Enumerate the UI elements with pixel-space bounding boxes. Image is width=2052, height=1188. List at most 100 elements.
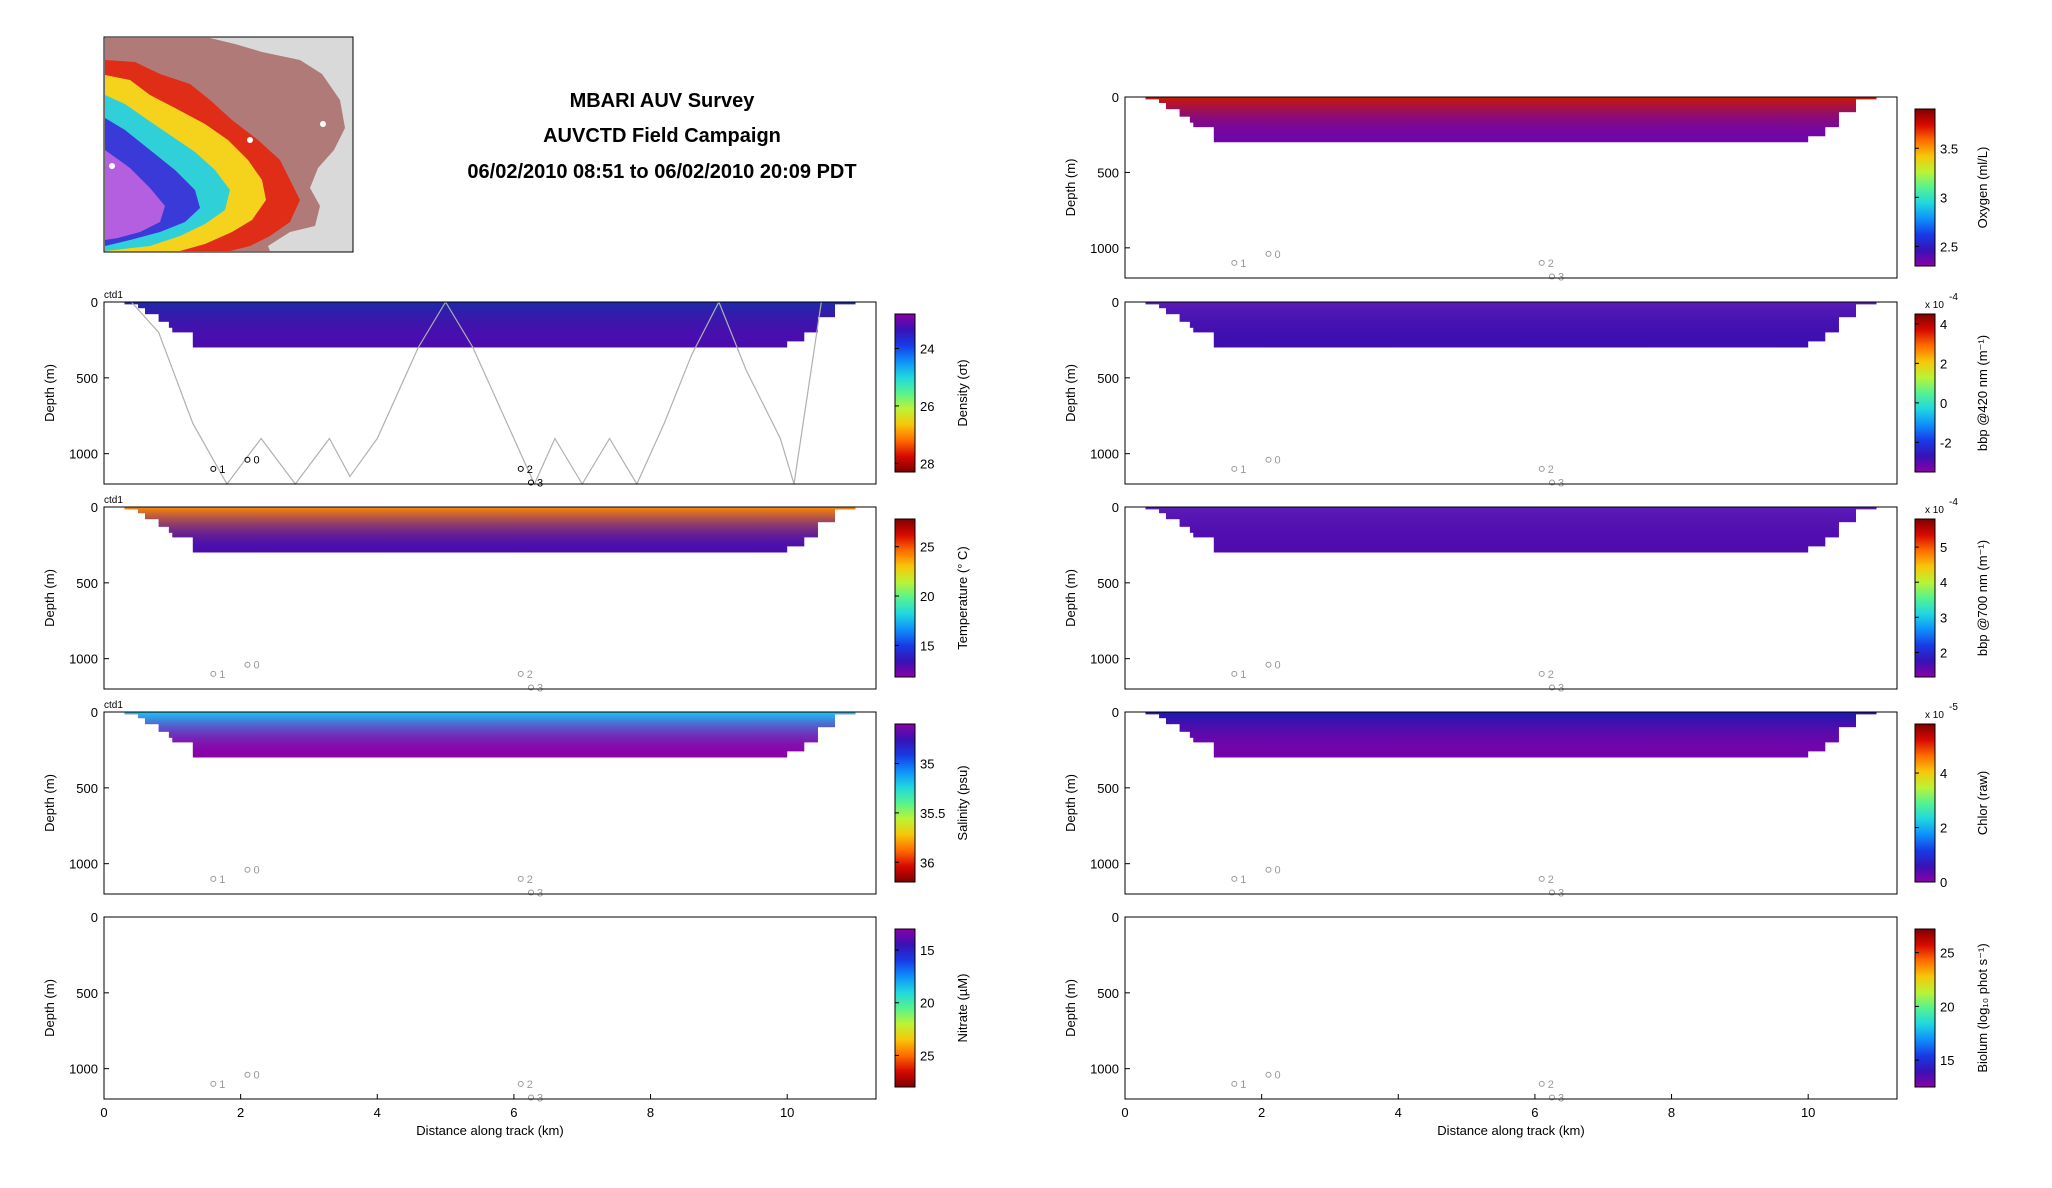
chlor-marker-1 (1231, 875, 1238, 882)
oxygen-ytick-label: 1000 (1090, 241, 1119, 256)
biolum-colorbar (1914, 928, 1936, 1088)
nitrate-xtick-label: 6 (510, 1105, 517, 1120)
bbp420-axes-frame (1124, 301, 1898, 485)
biolum-cbar-tick-label: 25 (1940, 946, 1954, 961)
chlor-colorbar (1914, 723, 1936, 883)
nitrate-marker-1 (210, 1080, 217, 1087)
oxygen-marker-label-1: 1 (1240, 258, 1246, 270)
temperature-marker-0 (244, 661, 251, 668)
density-marker-0 (244, 456, 251, 463)
bbp700-marker-label-2: 2 (1548, 669, 1554, 681)
nitrate-marker-0 (244, 1071, 251, 1078)
biolum-cbar-tick-label: 15 (1940, 1053, 1954, 1068)
bbp700-marker-label-1: 1 (1240, 669, 1246, 681)
biolum-xtick-label: 10 (1801, 1105, 1815, 1120)
bbp420-ytick-label: 500 (1097, 371, 1119, 386)
salinity-marker-0 (244, 866, 251, 873)
bbp700-cbar-exponent-power: -4 (1949, 497, 1958, 508)
salinity-section-gradient (121, 712, 856, 758)
bbp700-marker-3 (1548, 684, 1555, 691)
temperature-marker-2 (517, 670, 524, 677)
nitrate-xtick-label: 2 (237, 1105, 244, 1120)
chlor-cbar-exponent-power: -5 (1949, 702, 1958, 713)
bbp700-ytick-label: 1000 (1090, 652, 1119, 667)
bbp420-cbar-label: bbp @420 nm (m⁻¹) (1975, 335, 1990, 451)
chlor-marker-label-2: 2 (1548, 874, 1554, 886)
oxygen-axes-frame (1124, 96, 1898, 279)
bbp420-ylabel: Depth (m) (1063, 364, 1078, 422)
nitrate-ylabel: Depth (m) (42, 979, 57, 1037)
salinity-marker-label-2: 2 (527, 874, 533, 886)
title-line-1: MBARI AUV Survey (570, 90, 756, 112)
chlor-ytick-label: 500 (1097, 781, 1119, 796)
density-section-gradient (121, 302, 856, 348)
map-site-marker-west (109, 163, 115, 169)
nitrate-xtick-label: 10 (780, 1105, 794, 1120)
temperature-colorbar (894, 518, 916, 678)
nitrate-cbar-tick-label: 20 (920, 996, 934, 1011)
biolum-marker-label-0: 0 (1274, 1070, 1280, 1082)
density-cbar-label: Density (σt) (955, 359, 970, 426)
nitrate-axes-frame (103, 916, 877, 1100)
density-ytick-label: 1000 (69, 447, 98, 462)
nitrate-cbar-label: Nitrate (µM) (955, 974, 970, 1043)
density-panel-label: ctd1 (104, 290, 123, 301)
panel-density: 1 0 23 0 500 1000 Depth (m) ctd1 24 26 28 Density (… (42, 290, 970, 489)
bbp420-marker-0 (1265, 456, 1272, 463)
bbp700-cbar-tick-label: 5 (1940, 540, 1947, 555)
salinity-ytick-label: 0 (91, 705, 98, 720)
chlor-marker-label-0: 0 (1274, 865, 1280, 877)
nitrate-ytick-label: 0 (91, 910, 98, 925)
title-line-2: AUVCTD Field Campaign (543, 125, 781, 147)
salinity-ytick-label: 500 (76, 781, 98, 796)
oxygen-cbar-tick-label: 3 (1940, 190, 1947, 205)
chlor-ytick-label: 0 (1112, 705, 1119, 720)
oxygen-ylabel: Depth (m) (1063, 159, 1078, 217)
bbp420-marker-label-1: 1 (1240, 464, 1246, 476)
biolum-marker-3 (1548, 1094, 1555, 1101)
oxygen-marker-2 (1538, 259, 1545, 266)
bbp420-cbar-exponent: x 10 (1925, 300, 1944, 311)
chlor-marker-3 (1548, 889, 1555, 896)
biolum-ytick-label: 500 (1097, 986, 1119, 1001)
salinity-colorbar (894, 723, 916, 883)
nitrate-xtick-label: 0 (100, 1105, 107, 1120)
title-line-3: 06/02/2010 08:51 to 06/02/2010 20:09 PDT (467, 161, 856, 183)
nitrate-xtick-label: 4 (374, 1105, 381, 1120)
oxygen-section-gradient (1142, 97, 1877, 143)
chlor-cbar-tick-label: 2 (1940, 821, 1947, 836)
chlor-ylabel: Depth (m) (1063, 774, 1078, 832)
temperature-ytick-label: 1000 (69, 652, 98, 667)
bbp420-ytick-label: 1000 (1090, 447, 1119, 462)
nitrate-marker-label-0: 0 (253, 1070, 259, 1082)
bbp420-marker-label-0: 0 (1274, 455, 1280, 467)
temperature-cbar-label: Temperature (° C) (955, 546, 970, 649)
biolum-marker-label-3: 3 (1558, 1092, 1564, 1104)
density-marker-label-3: 3 (537, 477, 543, 489)
salinity-cbar-tick-label: 36 (920, 855, 934, 870)
nitrate-marker-label-3: 3 (537, 1092, 543, 1104)
bbp700-marker-0 (1265, 661, 1272, 668)
nitrate-colorbar (894, 928, 916, 1088)
bbp420-cbar-tick-label: 2 (1940, 356, 1947, 371)
temperature-marker-1 (210, 670, 217, 677)
bbp700-colorbar (1914, 518, 1936, 678)
density-cbar-tick-label: 24 (920, 341, 934, 356)
bbp420-ytick-label: 0 (1112, 295, 1119, 310)
bbp700-marker-2 (1538, 670, 1545, 677)
salinity-cbar-tick-label: 35.5 (920, 806, 945, 821)
bbp700-cbar-tick-label: 4 (1940, 575, 1947, 590)
temperature-cbar-tick-label: 25 (920, 540, 934, 555)
oxygen-marker-label-2: 2 (1548, 258, 1554, 270)
survey-map (103, 36, 354, 253)
temperature-axes-frame (103, 506, 877, 690)
salinity-ylabel: Depth (m) (42, 774, 57, 832)
nitrate-marker-2 (517, 1080, 524, 1087)
biolum-xtick-label: 2 (1258, 1105, 1265, 1120)
density-marker-label-0: 0 (253, 455, 259, 467)
